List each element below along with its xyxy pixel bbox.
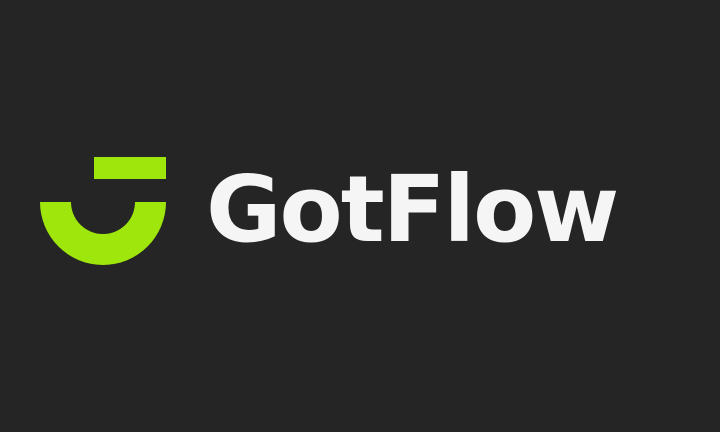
brand-wordmark: GotFlow [206, 156, 619, 263]
gotflow-g-logo-icon [40, 157, 166, 265]
